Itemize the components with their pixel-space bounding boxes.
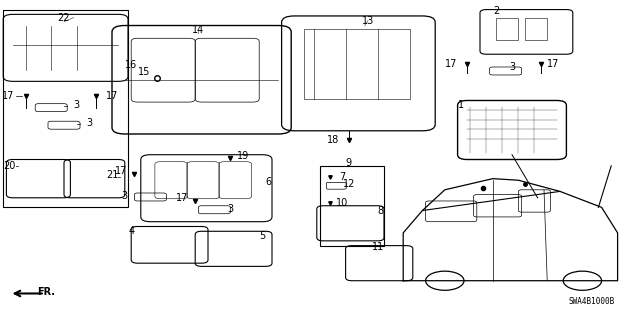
Text: 17: 17 bbox=[115, 166, 128, 176]
Bar bbox=[304, 29, 410, 99]
Bar bbox=[525, 18, 547, 40]
Text: 17: 17 bbox=[2, 91, 15, 101]
Text: 7: 7 bbox=[339, 172, 346, 182]
Text: 9: 9 bbox=[346, 158, 352, 168]
Text: 12: 12 bbox=[342, 179, 355, 189]
Text: 17: 17 bbox=[176, 193, 189, 203]
Text: 2: 2 bbox=[493, 6, 499, 16]
Text: 3: 3 bbox=[74, 100, 80, 110]
Text: 16: 16 bbox=[125, 60, 138, 70]
Text: FR.: FR. bbox=[37, 287, 55, 297]
Text: 3: 3 bbox=[227, 204, 234, 214]
Text: 21: 21 bbox=[106, 170, 118, 181]
Text: 6: 6 bbox=[266, 177, 272, 187]
Text: 15: 15 bbox=[138, 67, 150, 77]
Text: 19: 19 bbox=[237, 151, 250, 161]
Text: 14: 14 bbox=[192, 25, 205, 35]
Text: 11: 11 bbox=[371, 242, 384, 252]
Text: 5: 5 bbox=[259, 231, 266, 241]
Text: SWA4B1000B: SWA4B1000B bbox=[568, 297, 614, 306]
Text: 3: 3 bbox=[509, 62, 515, 72]
Text: 17: 17 bbox=[106, 91, 118, 101]
Text: 3: 3 bbox=[122, 191, 128, 201]
Text: 22: 22 bbox=[58, 12, 70, 23]
Bar bbox=[3, 10, 128, 207]
Text: 20: 20 bbox=[3, 161, 15, 171]
Text: 17: 17 bbox=[445, 59, 458, 69]
Text: 4: 4 bbox=[128, 226, 134, 236]
Text: 1: 1 bbox=[458, 100, 464, 110]
Bar bbox=[496, 18, 518, 40]
Text: 10: 10 bbox=[336, 197, 349, 208]
Text: 8: 8 bbox=[378, 205, 384, 216]
Text: 17: 17 bbox=[547, 59, 560, 69]
Text: 3: 3 bbox=[86, 118, 93, 128]
Text: 18: 18 bbox=[326, 135, 339, 145]
Text: 13: 13 bbox=[362, 16, 374, 26]
Bar bbox=[320, 166, 384, 246]
